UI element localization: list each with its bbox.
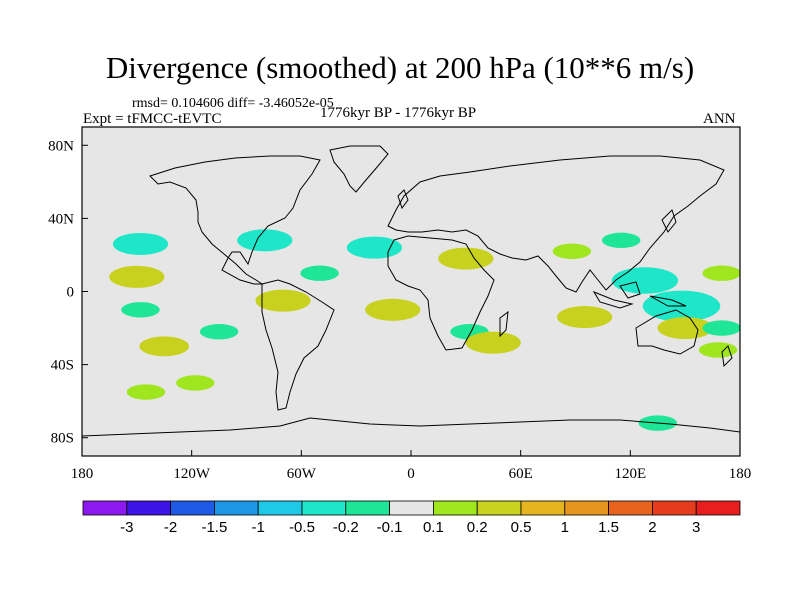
coastline-new-zealand (721, 345, 733, 368)
colorbar-label: 0.5 (511, 519, 532, 536)
coastline-eurasia (387, 155, 725, 293)
coastline-australia (635, 309, 699, 355)
anomaly-region-1 (109, 265, 165, 288)
x-tick-label: 60E (509, 466, 533, 482)
anomaly-region-5 (176, 375, 215, 391)
anomaly-region-4 (199, 324, 239, 340)
coastline-indonesia (592, 281, 687, 309)
anomaly-region-2 (121, 302, 160, 318)
anomaly-region-21 (702, 320, 740, 336)
colorbar-box (345, 500, 390, 516)
coastline-south-america (261, 279, 335, 411)
x-tick-label: 120E (614, 466, 646, 482)
colorbar-label: 2 (648, 519, 656, 536)
colorbar-box (476, 500, 522, 516)
colorbar-label: -3 (120, 519, 133, 536)
colorbar-label: 3 (692, 519, 700, 536)
stats-text: rmsd= 0.104606 diff= -3.46052e-05 (132, 96, 334, 111)
colorbar-box (213, 500, 259, 516)
anomaly-region-23 (126, 384, 166, 400)
chart-title: Divergence (smoothed) at 200 hPa (10**6 … (105, 50, 695, 85)
coastline-japan (661, 209, 677, 233)
colorbar-box (170, 500, 215, 516)
coastline-africa (387, 235, 495, 351)
coastline-madagascar (499, 310, 509, 338)
anomaly-region-11 (438, 247, 494, 270)
anomaly-region-6 (237, 229, 293, 252)
coastline-antarctica (82, 417, 740, 437)
anomaly-region-8 (255, 289, 311, 312)
x-tick-label: 120W (173, 466, 211, 482)
colorbar-label: -0.2 (333, 519, 359, 536)
colorbar-label: -2 (164, 519, 177, 536)
anomaly-region-15 (557, 306, 613, 329)
x-tick-label: 180 (71, 466, 94, 482)
colorbar-box (695, 500, 741, 516)
axis-ticks: 180 120W 60W 0 60E 120E 180 80N 40N 0 40S 80S (48, 138, 751, 482)
anomaly-region-20 (702, 265, 740, 281)
y-tick-label: 40S (51, 358, 74, 374)
colorbar-box (301, 500, 347, 516)
colorbar-label: 0.2 (467, 519, 488, 536)
colorbar-box (82, 500, 128, 516)
anomaly-region-16 (601, 232, 641, 249)
colorbar-label: -1 (252, 519, 265, 536)
y-tick-label: 0 (67, 285, 75, 301)
y-tick-label: 40N (48, 211, 74, 227)
coastline-british-isles (397, 189, 409, 210)
colorbar-label: 1.5 (598, 519, 619, 536)
coastline-greenland (329, 145, 389, 193)
y-tick-label: 80S (51, 431, 74, 447)
colorbar-label: -0.5 (289, 519, 315, 536)
colorbar-label: 1 (561, 519, 569, 536)
colorbar-box (389, 500, 434, 516)
anomaly-region-17 (611, 267, 679, 294)
y-tick-label: 80N (48, 138, 74, 154)
anomaly-region-10 (365, 298, 421, 321)
x-tick-label: 0 (407, 466, 415, 482)
colorbar-box (652, 500, 697, 516)
colorbar-box (257, 500, 303, 516)
colorbar-box (432, 500, 478, 516)
coastline-north-america (149, 155, 321, 285)
anomaly-region-3 (139, 336, 190, 357)
colorbar-box (608, 500, 653, 516)
colorbar: -3 -2 -1.5 -1 -0.5 -0.2 -0.1 0.1 0.2 0.5 1 1.5 2 3 (82, 500, 741, 536)
x-tick-label: 60W (287, 466, 317, 482)
x-tick-label: 180 (729, 466, 752, 482)
anomaly-region-13 (465, 331, 521, 354)
anomaly-layer (109, 229, 740, 431)
colorbar-box (126, 500, 172, 516)
coastlines (82, 145, 740, 437)
colorbar-label: -1.5 (201, 519, 227, 536)
colorbar-box (520, 500, 566, 516)
season-label: ANN (703, 111, 736, 127)
experiment-text: Expt = tFMCC-tEVTC (83, 111, 222, 127)
anomaly-region-14 (552, 243, 592, 259)
period-text: 1776kyr BP - 1776kyr BP (320, 105, 477, 121)
anomaly-region-19 (657, 317, 713, 340)
colorbar-label: 0.1 (423, 519, 444, 536)
anomaly-region-0 (112, 232, 169, 256)
colorbar-box (564, 500, 609, 516)
anomaly-region-7 (300, 265, 339, 281)
colorbar-label: -0.1 (377, 519, 403, 536)
